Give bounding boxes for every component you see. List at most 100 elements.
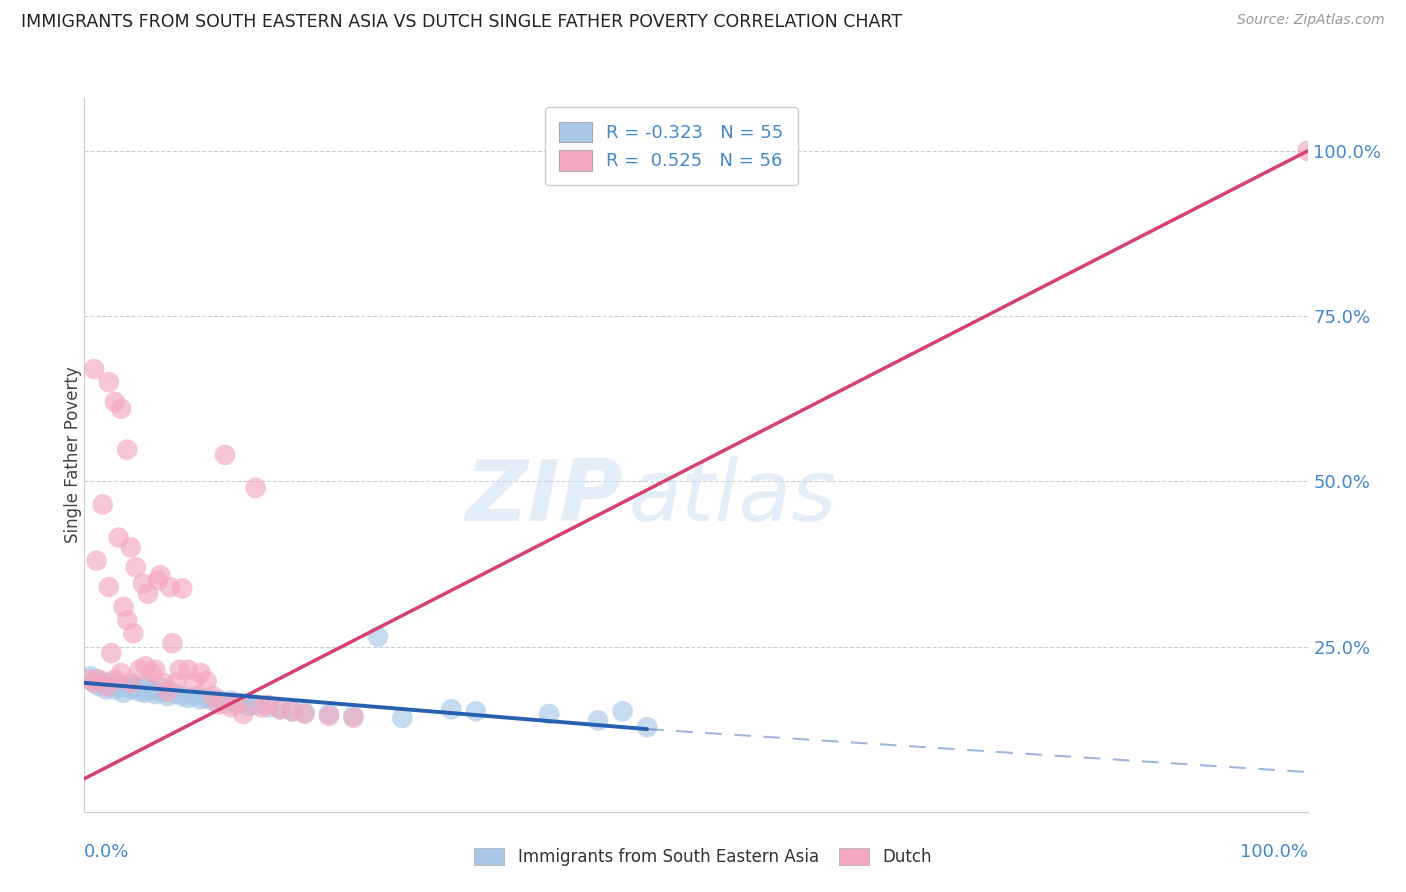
Point (97, 676, 120, 690)
Point (245, 698, 267, 712)
Point (219, 694, 242, 708)
Point (342, 709, 364, 723)
Point (165, 676, 187, 690)
Point (100, 646, 122, 660)
Point (201, 689, 224, 703)
Point (281, 704, 304, 718)
Legend: Immigrants from South Eastern Asia, Dutch: Immigrants from South Eastern Asia, Dutc… (465, 840, 941, 875)
Point (107, 531, 129, 545)
Point (146, 684, 169, 698)
Point (636, 720, 658, 734)
Point (97, 580, 120, 594)
Point (87, 673, 110, 687)
Point (208, 692, 231, 706)
Point (97, 376, 120, 390)
Point (156, 684, 179, 698)
Point (110, 665, 132, 680)
Point (214, 448, 236, 462)
Point (135, 686, 157, 700)
Point (201, 694, 224, 708)
Point (269, 702, 291, 716)
Point (190, 692, 212, 706)
Point (122, 626, 145, 640)
Point (169, 663, 191, 677)
Point (232, 696, 254, 710)
Point (91, 676, 114, 690)
Point (226, 696, 249, 710)
Text: 100.0%: 100.0% (1240, 843, 1308, 861)
Point (159, 580, 181, 594)
Point (232, 706, 254, 721)
Point (156, 689, 179, 703)
Point (1296, 144, 1319, 158)
Text: 0.0%: 0.0% (84, 843, 129, 861)
Point (79, 673, 101, 687)
Point (294, 706, 316, 720)
Point (128, 684, 150, 698)
Point (120, 676, 142, 690)
Point (238, 698, 260, 713)
Point (104, 395, 127, 409)
Point (125, 681, 148, 695)
Point (128, 663, 150, 677)
Point (149, 568, 172, 582)
Point (143, 687, 166, 701)
Point (538, 706, 561, 721)
Point (294, 706, 316, 721)
Point (153, 686, 176, 700)
Text: Source: ZipAtlas.com: Source: ZipAtlas.com (1237, 13, 1385, 28)
Point (165, 687, 187, 701)
Point (367, 630, 389, 644)
Point (219, 700, 242, 714)
Point (391, 711, 413, 725)
Point (120, 541, 142, 555)
Point (586, 714, 609, 728)
Point (153, 676, 176, 690)
Point (214, 696, 236, 710)
Point (269, 702, 291, 716)
Point (281, 704, 304, 718)
Point (120, 682, 142, 697)
Point (110, 401, 132, 416)
Point (104, 673, 127, 687)
Point (172, 582, 194, 596)
Point (122, 678, 145, 692)
Point (612, 704, 634, 718)
Point (112, 599, 135, 614)
Point (250, 700, 273, 714)
Point (115, 679, 138, 693)
Point (115, 442, 138, 457)
Point (464, 704, 486, 718)
Point (83, 362, 105, 376)
Text: ZIP: ZIP (465, 456, 623, 540)
Y-axis label: Single Father Poverty: Single Father Poverty (65, 367, 82, 543)
Point (342, 711, 364, 725)
Point (440, 702, 463, 716)
Point (162, 636, 184, 650)
Point (183, 675, 205, 690)
Point (177, 691, 200, 706)
Point (107, 678, 129, 692)
Point (177, 663, 200, 677)
Point (183, 689, 205, 703)
Point (141, 682, 163, 697)
Point (86, 673, 108, 687)
Point (172, 689, 194, 703)
Point (87, 679, 110, 693)
Point (125, 560, 148, 574)
Point (190, 665, 212, 680)
Point (159, 684, 181, 698)
Legend: R = -0.323   N = 55, R =  0.525   N = 56: R = -0.323 N = 55, R = 0.525 N = 56 (546, 107, 799, 185)
Point (195, 691, 218, 706)
Point (96, 679, 118, 693)
Point (83, 676, 105, 690)
Point (135, 659, 157, 673)
Point (100, 679, 122, 693)
Point (146, 574, 169, 588)
Point (143, 663, 166, 677)
Point (110, 681, 132, 695)
Point (115, 613, 138, 627)
Point (132, 681, 155, 695)
Point (318, 706, 340, 721)
Point (245, 481, 267, 495)
